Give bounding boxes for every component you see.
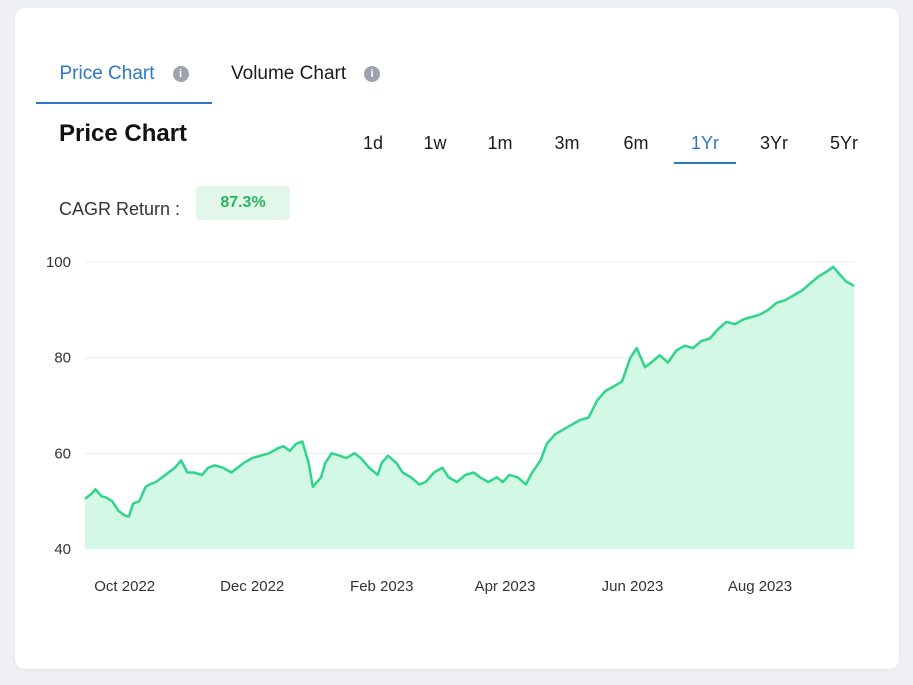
time-range-selector: 1d 1w 1m 3m 6m 1Yr 3Yr 5Yr bbox=[15, 124, 899, 172]
range-button-6m[interactable]: 6m bbox=[623, 133, 649, 153]
tab-volume-chart[interactable]: Volume Chart i bbox=[231, 44, 381, 104]
range-button-1w[interactable]: 1w bbox=[423, 133, 447, 153]
y-tick-label: 100 bbox=[46, 254, 71, 271]
x-tick-label: Feb 2023 bbox=[350, 578, 413, 595]
range-button-1yr[interactable]: 1Yr bbox=[674, 124, 736, 164]
x-tick-label: Oct 2022 bbox=[94, 578, 155, 595]
x-tick-label: Aug 2023 bbox=[728, 578, 792, 595]
x-tick-label: Apr 2023 bbox=[475, 578, 536, 595]
info-icon[interactable]: i bbox=[172, 66, 189, 82]
chart-tabs: Price Chart i Volume Chart i bbox=[36, 44, 436, 106]
cagr-label: CAGR Return : bbox=[59, 199, 181, 219]
range-button-3yr[interactable]: 3Yr bbox=[759, 133, 788, 153]
tab-price-chart[interactable]: Price Chart i bbox=[36, 44, 212, 104]
price-area-fill bbox=[85, 266, 854, 549]
y-tick-label: 80 bbox=[54, 350, 71, 367]
y-tick-label: 40 bbox=[54, 541, 71, 558]
price-area-chart: 40 60 80 100 Oct 2022 Dec 2022 Feb 2023 Apr 202… bbox=[46, 254, 855, 595]
info-icon[interactable]: i bbox=[364, 66, 381, 82]
price-series-line bbox=[84, 265, 855, 518]
chart-title: Price Chart bbox=[59, 120, 188, 147]
range-button-3m[interactable]: 3m bbox=[554, 133, 580, 153]
y-tick-label: 60 bbox=[54, 445, 71, 462]
x-tick-label: Jun 2023 bbox=[602, 578, 664, 595]
active-tab-indicator bbox=[36, 102, 212, 104]
price-chart-card: Price Chart i Volume Chart i Price Chart… bbox=[15, 8, 899, 669]
range-button-5yr[interactable]: 5Yr bbox=[829, 133, 858, 153]
tab-volume-chart-label: Volume Chart bbox=[231, 63, 347, 84]
x-tick-label: Dec 2022 bbox=[220, 578, 284, 595]
range-button-1d[interactable]: 1d bbox=[362, 133, 384, 153]
cagr-value-badge: 87.3% bbox=[196, 186, 290, 220]
range-button-1m[interactable]: 1m bbox=[487, 133, 513, 153]
tab-price-chart-label: Price Chart bbox=[59, 63, 155, 84]
